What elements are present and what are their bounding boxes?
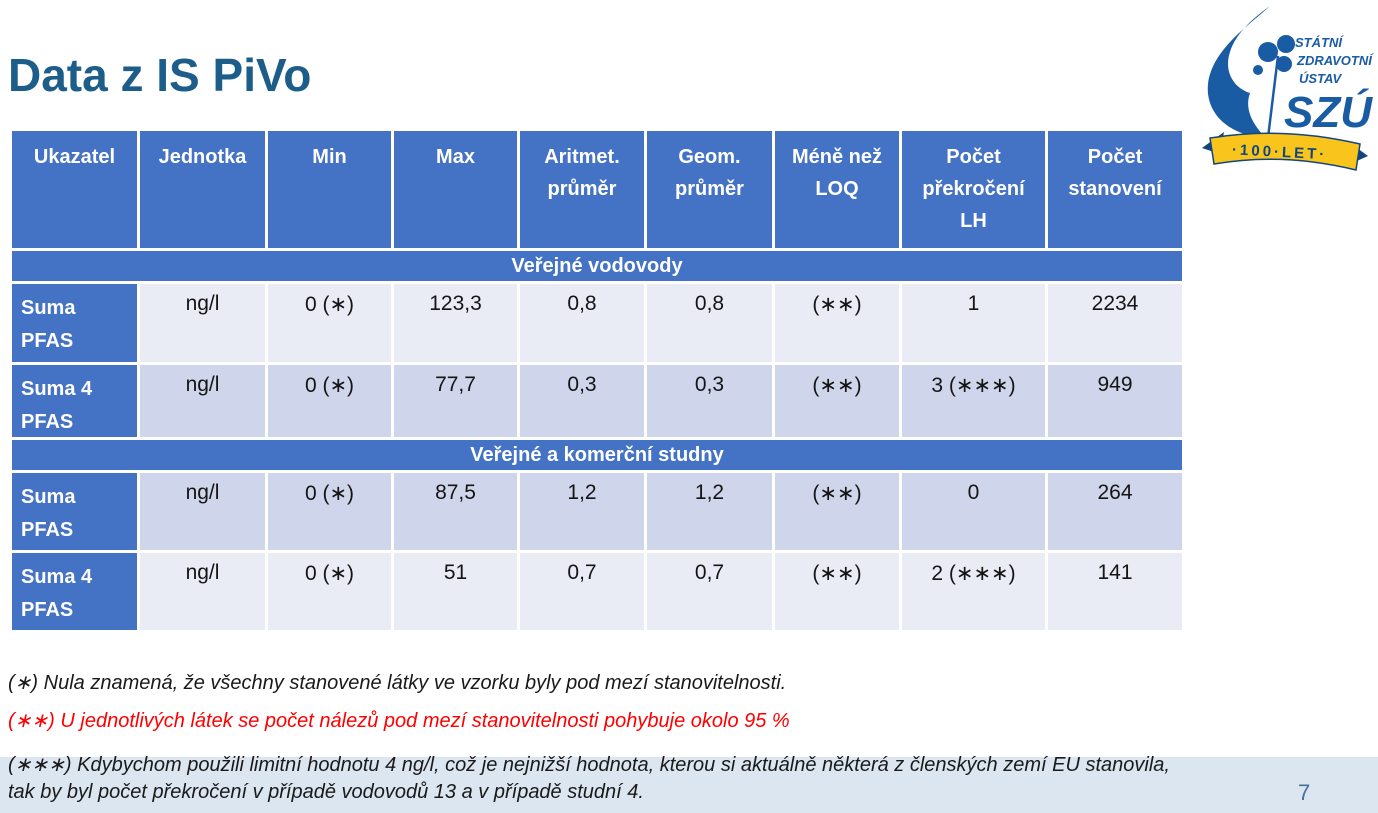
- row-label: Suma 4 PFAS: [12, 365, 137, 437]
- column-header-pocet-prekroceni-lh: Počet překročení LH: [902, 131, 1045, 248]
- logo-org-line: ÚSTAV: [1299, 71, 1342, 86]
- table-cell: (∗∗): [775, 473, 899, 550]
- logo-abbr: SZÚ: [1284, 87, 1373, 137]
- logo-berry: [1277, 35, 1295, 53]
- row-label: Suma PFAS: [12, 473, 137, 550]
- table-cell: ng/l: [140, 473, 265, 550]
- table-cell: 51: [394, 553, 517, 630]
- pfas-data-table: Ukazatel Jednotka Min Max Aritmet. průmě…: [12, 131, 1182, 630]
- column-header-min: Min: [268, 131, 391, 248]
- logo-ribbon-label: ·100·LET·: [1232, 141, 1328, 163]
- table-cell: ng/l: [140, 553, 265, 630]
- logo-org-line: STÁTNÍ: [1295, 35, 1344, 50]
- table-cell: 1,2: [520, 473, 644, 550]
- logo-berry: [1258, 42, 1278, 62]
- table-cell: 0 (∗): [268, 473, 391, 550]
- column-header-pocet-stanoveni: Počet stanovení: [1048, 131, 1182, 248]
- page-title: Data z IS PiVo: [8, 49, 312, 101]
- column-header-aritmet-prumer: Aritmet. průměr: [520, 131, 644, 248]
- table-cell: 77,7: [394, 365, 517, 437]
- footnote-3-line-2: tak by byl počet překročení v případě vo…: [8, 781, 644, 803]
- table-cell: 1,2: [647, 473, 772, 550]
- table-cell: 1: [902, 284, 1045, 362]
- table-cell: 0,8: [647, 284, 772, 362]
- table-cell: (∗∗): [775, 365, 899, 437]
- column-header-jednotka: Jednotka: [140, 131, 265, 248]
- logo-flame-shape: [1207, 6, 1270, 138]
- row-label: Suma PFAS: [12, 284, 137, 362]
- logo-berry: [1253, 65, 1263, 75]
- page-number: 7: [1298, 780, 1311, 805]
- footnote-1: (∗) Nula znamená, že všechny stanovené l…: [8, 672, 787, 694]
- logo-berry: [1276, 56, 1292, 72]
- logo-org-line: ZDRAVOTNÍ: [1296, 53, 1374, 68]
- table-cell: 0,3: [647, 365, 772, 437]
- footnote-3: (∗∗∗) Kdybychom použili limitní hodnotu …: [8, 752, 1170, 806]
- table-cell: 0: [902, 473, 1045, 550]
- table-cell: 0,8: [520, 284, 644, 362]
- table-cell: 87,5: [394, 473, 517, 550]
- table-cell: ng/l: [140, 284, 265, 362]
- table-cell: 2 (∗∗∗): [902, 553, 1045, 630]
- table-cell: 949: [1048, 365, 1182, 437]
- row-label: Suma 4 PFAS: [12, 553, 137, 630]
- table-cell: 0,7: [647, 553, 772, 630]
- table-cell: ng/l: [140, 365, 265, 437]
- section-header-verejne-a-komercni-studny: Veřejné a komerční studny: [12, 440, 1182, 470]
- section-header-verejne-vodovody: Veřejné vodovody: [12, 251, 1182, 281]
- szu-logo-graphic: STÁTNÍ ZDRAVOTNÍ ÚSTAV SZÚ ·100·LET·: [1202, 6, 1374, 171]
- footnote-3-line-1: (∗∗∗) Kdybychom použili limitní hodnotu …: [8, 754, 1170, 776]
- bottom-band: [0, 757, 1378, 813]
- logo-ribbon: [1209, 132, 1361, 171]
- table-cell: 141: [1048, 553, 1182, 630]
- table-cell: 0 (∗): [268, 284, 391, 362]
- column-header-geom-prumer: Geom. průměr: [647, 131, 772, 248]
- szu-logo: STÁTNÍ ZDRAVOTNÍ ÚSTAV SZÚ ·100·LET·: [1188, 4, 1378, 179]
- table-cell: 264: [1048, 473, 1182, 550]
- table-cell: 123,3: [394, 284, 517, 362]
- table-cell: 0,3: [520, 365, 644, 437]
- table-cell: 0 (∗): [268, 365, 391, 437]
- table-cell: (∗∗): [775, 553, 899, 630]
- footnote-2: (∗∗) U jednotlivých látek se počet nález…: [8, 710, 790, 732]
- table-cell: 3 (∗∗∗): [902, 365, 1045, 437]
- table-cell: (∗∗): [775, 284, 899, 362]
- table-cell: 2234: [1048, 284, 1182, 362]
- table-cell: 0,7: [520, 553, 644, 630]
- column-header-mene-nez-loq: Méně než LOQ: [775, 131, 899, 248]
- column-header-ukazatel: Ukazatel: [12, 131, 137, 248]
- column-header-max: Max: [394, 131, 517, 248]
- table-cell: 0 (∗): [268, 553, 391, 630]
